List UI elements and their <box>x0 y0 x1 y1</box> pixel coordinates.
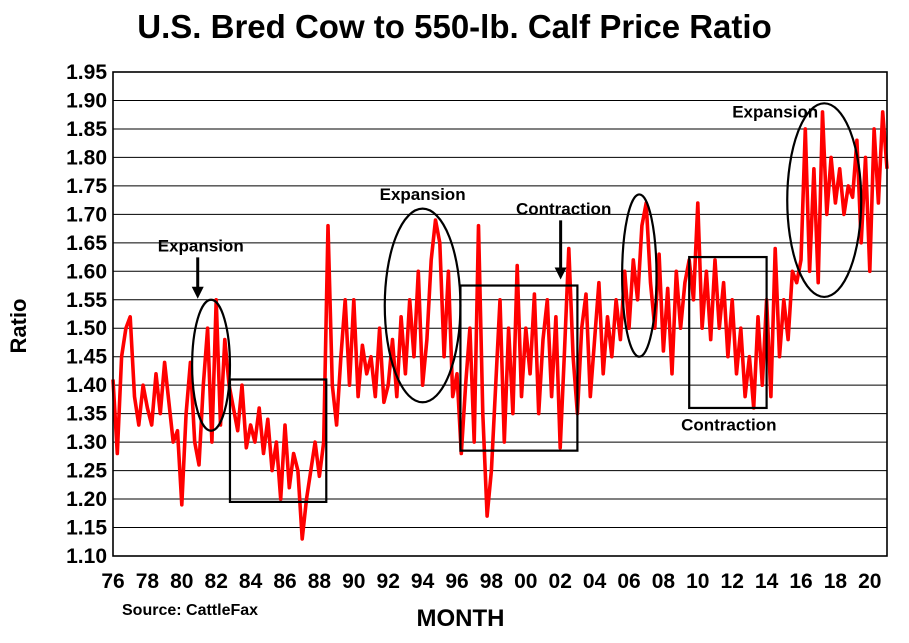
x-tick-label: 00 <box>514 570 537 593</box>
x-tick-label: 98 <box>480 570 504 593</box>
x-tick-label: 92 <box>377 570 400 593</box>
y-tick-label: 1.65 <box>66 232 107 255</box>
series-layer <box>111 110 889 541</box>
y-tick-label: 1.80 <box>66 146 107 169</box>
annotation-label: Expansion <box>732 103 818 122</box>
y-tick-label: 1.50 <box>66 317 107 340</box>
x-tick-label: 88 <box>308 570 332 593</box>
x-tick-label: 20 <box>858 570 881 593</box>
y-tick-label: 1.40 <box>66 374 107 397</box>
y-tick-label: 1.95 <box>66 61 107 84</box>
annotation-label: Expansion <box>380 185 466 204</box>
y-tick-label: 1.15 <box>66 517 107 540</box>
y-tick-label: 1.30 <box>66 431 107 454</box>
annotation-ellipse <box>191 298 232 432</box>
y-axis-title: Ratio <box>6 299 31 354</box>
annotation-label: Contraction <box>516 199 611 218</box>
y-tick-label: 1.35 <box>66 403 107 426</box>
x-tick-label: 80 <box>170 570 193 593</box>
source-note: Source: CattleFax <box>122 602 259 619</box>
x-tick-label: 82 <box>205 570 228 593</box>
x-tick-label: 90 <box>342 570 365 593</box>
x-tick-label: 96 <box>445 570 468 593</box>
x-tick-label: 06 <box>617 570 640 593</box>
annotation-box <box>459 284 579 452</box>
x-tick-label: 02 <box>549 570 572 593</box>
annotation-ellipse <box>621 193 658 358</box>
x-tick-label: 84 <box>239 570 263 593</box>
y-tick-label: 1.10 <box>66 545 107 568</box>
x-tick-label: 76 <box>101 570 124 593</box>
y-tick-label: 1.55 <box>66 289 107 312</box>
y-tick-label: 1.85 <box>66 118 107 141</box>
x-tick-label: 08 <box>652 570 676 593</box>
annotation-ellipse <box>786 102 863 299</box>
x-tick-label: 10 <box>686 570 709 593</box>
annotation-label: Expansion <box>158 236 244 255</box>
y-tick-labels: 1.10 1.15 1.20 1.25 1.30 1.35 1.40 1.45 1.50 1.55… <box>66 61 107 568</box>
y-tick-label: 1.75 <box>66 175 107 198</box>
x-tick-label: 16 <box>789 570 812 593</box>
y-tick-label: 1.45 <box>66 346 107 369</box>
y-tick-label: 1.90 <box>66 89 107 112</box>
x-tick-label: 12 <box>721 570 744 593</box>
x-axis-title: MONTH <box>416 605 505 632</box>
x-tick-label: 18 <box>824 570 848 593</box>
y-tick-label: 1.70 <box>66 203 107 226</box>
x-tick-label: 94 <box>411 570 435 593</box>
y-tick-label: 1.20 <box>66 488 107 511</box>
x-tick-label: 86 <box>273 570 296 593</box>
annotation-arrowhead <box>191 286 204 299</box>
annotations: Expansion Expansion Contraction Contraction… <box>158 102 863 504</box>
x-tick-label: 14 <box>755 570 779 593</box>
annotation-label: Contraction <box>681 416 776 435</box>
y-tick-label: 1.25 <box>66 460 107 483</box>
annotation-arrowhead <box>554 267 567 280</box>
y-tick-label: 1.60 <box>66 260 107 283</box>
x-tick-label: 04 <box>583 570 607 593</box>
x-tick-label: 78 <box>136 570 160 593</box>
plot-frame <box>112 71 888 557</box>
x-tick-labels: 76 78 80 82 84 86 88 90 92 94 96 98 00 02 04 06 08 10 12 14… <box>101 570 881 593</box>
annotation-box <box>688 255 768 410</box>
annotation-box <box>228 378 328 504</box>
series-line <box>111 110 889 541</box>
chart-title: U.S. Bred Cow to 550-lb. Calf Price Rati… <box>137 8 772 45</box>
